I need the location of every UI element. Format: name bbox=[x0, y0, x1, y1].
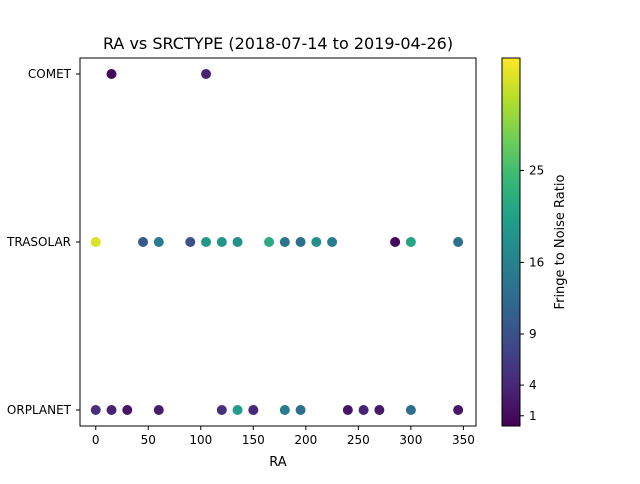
x-tick-label: 150 bbox=[242, 433, 265, 447]
colorbar-tick-label: 1 bbox=[529, 409, 537, 423]
colorbar-tick-label: 4 bbox=[529, 378, 537, 392]
colorbar-ticks: 1 4 9 16 25 bbox=[520, 163, 544, 423]
data-point bbox=[327, 237, 338, 247]
data-point bbox=[264, 237, 275, 247]
data-point bbox=[153, 237, 164, 247]
data-point bbox=[295, 237, 306, 247]
data-point bbox=[374, 405, 385, 415]
data-point bbox=[90, 237, 101, 247]
data-point bbox=[232, 405, 243, 415]
data-point bbox=[248, 405, 259, 415]
y-tick-label: TRASOLAR bbox=[6, 235, 71, 249]
data-point bbox=[216, 237, 227, 247]
x-tick-label: 50 bbox=[141, 433, 156, 447]
data-point bbox=[358, 405, 369, 415]
x-tick-label: 350 bbox=[452, 433, 475, 447]
data-point bbox=[453, 405, 464, 415]
data-point bbox=[138, 237, 149, 247]
data-point bbox=[216, 405, 227, 415]
data-point bbox=[122, 405, 133, 415]
data-point bbox=[153, 405, 164, 415]
x-tick-label: 200 bbox=[294, 433, 317, 447]
x-tick-label: 300 bbox=[399, 433, 422, 447]
data-point bbox=[185, 237, 196, 247]
data-point bbox=[453, 237, 464, 247]
data-point bbox=[295, 405, 306, 415]
y-axis-ticks: ORPLANET TRASOLAR COMET bbox=[6, 67, 80, 417]
y-tick-label: COMET bbox=[28, 67, 72, 81]
x-axis-label: RA bbox=[269, 455, 287, 470]
x-tick-label: 100 bbox=[189, 433, 212, 447]
data-point bbox=[201, 69, 212, 79]
data-point bbox=[279, 405, 290, 415]
colorbar-tick-label: 16 bbox=[529, 255, 544, 269]
x-tick-label: 0 bbox=[92, 433, 100, 447]
data-point bbox=[342, 405, 353, 415]
data-point bbox=[106, 405, 117, 415]
x-tick-label: 250 bbox=[347, 433, 370, 447]
x-axis-ticks: 0 50 100 150 200 250 300 350 bbox=[92, 426, 475, 447]
data-point bbox=[405, 405, 416, 415]
data-point bbox=[201, 237, 212, 247]
data-point bbox=[106, 69, 117, 79]
colorbar-label: Fringe to Noise Ratio bbox=[553, 175, 568, 310]
chart-title: RA vs SRCTYPE (2018-07-14 to 2019-04-26) bbox=[103, 34, 453, 53]
data-points bbox=[90, 69, 464, 415]
data-point bbox=[405, 237, 416, 247]
data-point bbox=[390, 237, 401, 247]
data-point bbox=[90, 405, 101, 415]
y-tick-label: ORPLANET bbox=[7, 403, 72, 417]
colorbar-tick-label: 9 bbox=[529, 327, 537, 341]
data-point bbox=[279, 237, 290, 247]
colorbar bbox=[501, 57, 521, 427]
colorbar-tick-label: 25 bbox=[529, 163, 544, 177]
data-point bbox=[232, 237, 243, 247]
data-point bbox=[311, 237, 322, 247]
